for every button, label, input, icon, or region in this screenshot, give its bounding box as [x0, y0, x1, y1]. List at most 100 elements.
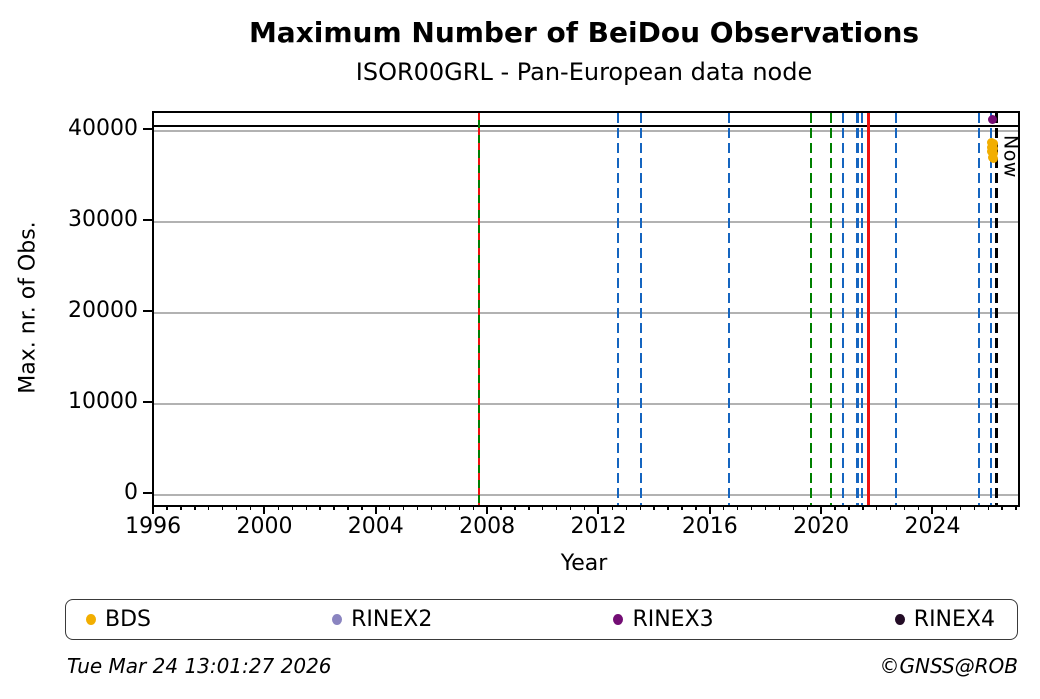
x-axis-minor-tick: [778, 505, 781, 510]
x-axis-minor-tick: [945, 505, 948, 510]
x-axis-minor-tick: [904, 505, 906, 510]
plot-timestamp: Tue Mar 24 13:01:27 2026: [67, 654, 332, 678]
max-reference-line: [154, 124, 1018, 127]
y-axis-tick: [143, 128, 152, 131]
x-axis-minor-tick: [514, 505, 516, 510]
x-axis-minor-tick: [792, 505, 794, 510]
x-axis-minor-tick: [430, 505, 433, 510]
x-axis-tick: [486, 505, 489, 514]
x-axis-minor-tick: [291, 505, 293, 510]
legend-item-rinex4: RINEX4: [894, 607, 995, 632]
x-axis-minor-tick: [458, 505, 460, 510]
x-axis-minor-tick: [556, 505, 558, 510]
x-axis-tick: [931, 505, 934, 514]
legend-label: RINEX4: [913, 607, 995, 632]
x-tick-label: 2024: [904, 514, 961, 539]
data-point-rinex3: [988, 115, 998, 125]
x-axis-label: Year: [560, 551, 608, 576]
grid-line: [154, 494, 1018, 496]
x-axis-minor-tick: [764, 505, 767, 510]
event-line: [867, 113, 870, 505]
now-line: [995, 113, 998, 505]
x-axis-minor-tick: [528, 505, 530, 510]
x-axis-minor-tick: [319, 505, 321, 510]
x-axis-minor-tick: [848, 505, 850, 510]
x-axis-minor-tick: [277, 505, 280, 510]
x-axis-minor-tick: [890, 505, 892, 510]
x-axis-minor-tick: [249, 505, 252, 510]
legend-item-rinex2: RINEX2: [332, 607, 432, 632]
y-axis-tick: [143, 401, 152, 404]
event-line: [809, 113, 813, 505]
x-axis-minor-tick: [625, 505, 627, 510]
chart-subtitle: ISOR00GRL - Pan-European data node: [355, 58, 813, 86]
x-axis-minor-tick: [750, 505, 753, 510]
x-axis-tick: [708, 505, 711, 514]
x-axis-minor-tick: [208, 505, 210, 510]
legend-label: BDS: [105, 607, 151, 632]
x-tick-label: 2012: [570, 514, 627, 539]
x-axis-minor-tick: [361, 505, 363, 510]
x-axis-minor-tick: [667, 505, 669, 510]
event-line: [856, 113, 859, 505]
event-line-overlay: [477, 113, 481, 505]
x-tick-label: 2016: [681, 514, 738, 539]
y-tick-label: 30000: [68, 207, 138, 233]
x-axis-minor-tick: [222, 505, 224, 510]
x-axis-minor-tick: [305, 505, 307, 510]
y-tick-label: 0: [124, 479, 138, 505]
x-axis-minor-tick: [389, 505, 391, 510]
y-axis-tick: [143, 491, 152, 494]
legend-item-bds: BDS: [86, 607, 151, 632]
x-axis-minor-tick: [917, 505, 920, 510]
event-line: [860, 113, 864, 505]
legend-label: RINEX2: [351, 607, 433, 632]
data-point-bds: [989, 153, 998, 163]
x-axis-minor-tick: [583, 505, 586, 510]
plot-area: Now: [152, 111, 1020, 507]
grid-line: [154, 403, 1018, 405]
legend-item-rinex3: RINEX3: [613, 607, 714, 632]
x-axis-tick: [374, 505, 377, 514]
x-axis-minor-tick: [959, 505, 961, 510]
x-axis-minor-tick: [973, 505, 975, 510]
x-axis-minor-tick: [987, 505, 989, 510]
x-tick-label: 1996: [125, 514, 182, 539]
x-axis-minor-tick: [347, 505, 349, 510]
y-axis-label: Max. nr. of Obs.: [15, 221, 41, 394]
event-line: [977, 113, 981, 505]
event-line: [829, 113, 833, 505]
plot-canvas: Now: [154, 113, 1018, 505]
y-tick-label: 20000: [68, 298, 138, 324]
x-axis-minor-tick: [1001, 505, 1003, 510]
x-tick-label: 2000: [236, 514, 293, 539]
x-tick-label: 2020: [793, 514, 850, 539]
x-axis-minor-tick: [333, 505, 335, 510]
legend-marker-icon: [613, 614, 624, 625]
legend-label: RINEX3: [632, 607, 714, 632]
event-line: [639, 113, 643, 505]
x-axis-minor-tick: [444, 505, 447, 510]
y-tick-label: 10000: [68, 389, 138, 415]
now-label: Now: [999, 135, 1018, 178]
legend: BDS RINEX2 RINEX3 RINEX4: [65, 599, 1018, 640]
x-axis-minor-tick: [681, 505, 683, 510]
y-tick-label: 40000: [68, 116, 138, 142]
legend-marker-icon: [894, 614, 905, 625]
x-axis-minor-tick: [834, 505, 836, 510]
x-axis-tick: [152, 505, 155, 514]
chart-title: Maximum Number of BeiDou Observations: [248, 16, 920, 49]
x-axis-minor-tick: [862, 505, 864, 510]
event-line: [989, 113, 993, 505]
x-axis-minor-tick: [569, 505, 572, 510]
x-axis-minor-tick: [472, 505, 474, 510]
x-axis-tick: [263, 505, 266, 514]
x-axis-minor-tick: [611, 505, 614, 510]
y-axis-tick: [143, 219, 152, 222]
event-line: [894, 113, 898, 505]
grid-line: [154, 312, 1018, 314]
event-line: [616, 113, 620, 505]
legend-marker-icon: [86, 614, 96, 625]
event-line: [727, 113, 731, 505]
